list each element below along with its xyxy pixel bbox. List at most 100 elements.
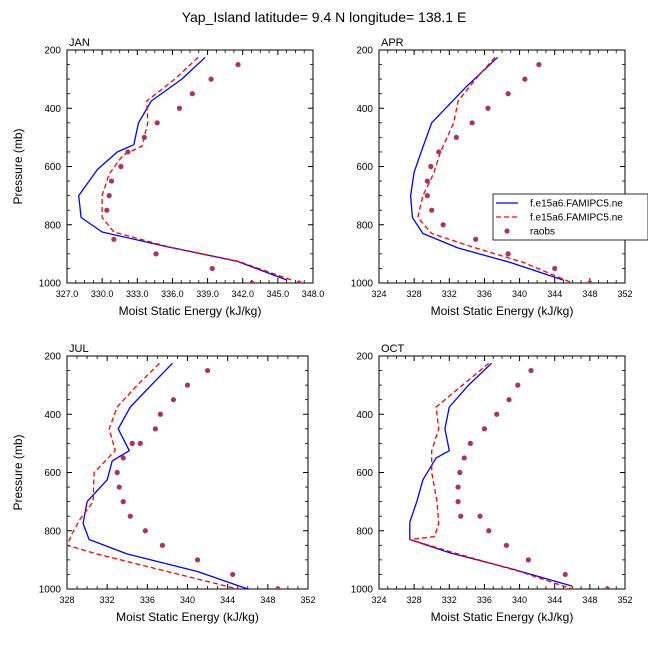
raobs-point — [587, 280, 593, 283]
x-axis-label: Moist Static Energy (kJ/kg) — [431, 610, 574, 624]
x-tick-label: 328 — [59, 595, 74, 605]
raobs-point — [505, 251, 511, 257]
raobs-point — [528, 367, 534, 374]
model-line-dashed — [409, 362, 573, 589]
y-tick-label: 600 — [356, 468, 373, 479]
raobs-point — [154, 120, 160, 126]
raobs-point — [455, 484, 461, 490]
raobs-point — [436, 149, 442, 155]
y-tick-label: 800 — [44, 220, 61, 231]
plot-frame — [66, 355, 309, 590]
y-tick-label: 200 — [356, 46, 373, 57]
panel-title: APR — [381, 37, 404, 49]
x-tick-label: 340 — [512, 595, 527, 605]
raobs-point — [152, 426, 158, 432]
raobs-point — [477, 513, 483, 519]
x-tick-label: 336 — [140, 595, 155, 605]
raobs-point — [106, 193, 112, 199]
x-tick-label: 340 — [180, 595, 195, 605]
raobs-point — [114, 469, 120, 476]
raobs-point — [455, 499, 461, 505]
raobs-point — [189, 91, 195, 97]
raobs-point — [552, 265, 558, 272]
model-line-solid — [409, 56, 564, 281]
raobs-point — [458, 513, 464, 519]
x-tick-label: 348 — [582, 595, 597, 605]
y-tick-label: 200 — [44, 46, 61, 57]
panel-title: OCT — [381, 343, 405, 355]
x-tick-label: 352 — [300, 595, 315, 605]
raobs-point — [208, 76, 214, 82]
raobs-point — [235, 61, 241, 68]
raobs-point — [440, 222, 446, 228]
x-tick-label: 327.0 — [56, 289, 79, 299]
panel-title: JUL — [69, 343, 89, 355]
x-tick-label: 332 — [442, 289, 457, 299]
panel-apr: APR 324 328 332 336 340 344 348 352 200 400 600 800 1… — [351, 37, 633, 318]
raobs-point — [494, 411, 500, 417]
y-tick-label: 600 — [44, 468, 61, 479]
model-line-dashed — [417, 56, 573, 283]
raobs-point — [104, 207, 110, 213]
x-tick-label: 342.0 — [231, 289, 254, 299]
raobs-point — [522, 76, 528, 82]
raobs-point — [481, 426, 488, 432]
x-axis-label: Moist Static Energy (kJ/kg) — [116, 610, 259, 624]
raobs-point — [515, 382, 521, 388]
raobs-point — [194, 557, 201, 563]
legend-marker-raobs — [504, 228, 510, 234]
x-tick-label: 336 — [477, 289, 492, 299]
x-tick-label: 352 — [617, 289, 632, 299]
y-axis-label: Pressure (mb) — [11, 434, 25, 510]
x-tick-label: 339.0 — [196, 289, 219, 299]
raobs-point — [473, 236, 479, 242]
legend-label: f.e15a6.FAMIPC5.ne — [530, 199, 623, 210]
x-axis-label: Moist Static Energy (kJ/kg) — [431, 304, 574, 318]
x-tick-label: 348.0 — [302, 289, 325, 299]
plot-area — [67, 362, 281, 589]
y-tick-label: 400 — [356, 104, 373, 115]
x-tick-label: 344 — [220, 595, 235, 605]
y-tick-label: 800 — [356, 220, 373, 231]
model-line-dashed — [101, 56, 293, 281]
raobs-point — [116, 484, 122, 490]
raobs-point — [153, 251, 159, 257]
y-tick-label: 800 — [44, 526, 61, 537]
model-line-solid — [409, 362, 573, 587]
raobs-point — [296, 280, 302, 283]
x-tick-label: 344 — [547, 289, 562, 299]
panel-title: JAN — [69, 37, 90, 49]
y-tick-label: 800 — [356, 526, 373, 537]
y-axis-label: Pressure (mb) — [11, 128, 25, 204]
y-tick-label: 400 — [356, 410, 373, 421]
y-tick-label: 200 — [356, 352, 373, 363]
raobs-point — [429, 207, 435, 213]
raobs-point — [428, 163, 434, 170]
raobs-point — [230, 571, 236, 578]
raobs-point — [120, 455, 126, 461]
x-tick-label: 330.0 — [91, 289, 114, 299]
panel-jan: JAN 327.0 330.0 333.0 336.0 339.0 342.0 345.0 34… — [11, 37, 324, 318]
raobs-point — [159, 542, 165, 548]
legend-label: raobs — [530, 227, 555, 238]
raobs-point — [467, 440, 473, 446]
y-tick-label: 1000 — [39, 279, 62, 290]
raobs-point — [108, 178, 115, 184]
x-tick-label: 324 — [371, 595, 386, 605]
x-tick-label: 336 — [477, 595, 492, 605]
legend: f.e15a6.FAMIPC5.ne f.e15a6.FAMIPC5.ne raob… — [492, 193, 648, 241]
raobs-point — [184, 382, 191, 388]
raobs-point — [137, 440, 143, 446]
raobs-point — [486, 528, 492, 534]
plot-area — [409, 362, 611, 589]
raobs-point — [457, 469, 463, 476]
model-line-dashed — [67, 362, 238, 589]
figure-title: Yap_Island latitude= 9.4 N longitude= 13… — [182, 9, 467, 25]
x-tick-label: 352 — [617, 595, 632, 605]
x-tick-label: 336.0 — [161, 289, 184, 299]
x-axis-label: Moist Static Energy (kJ/kg) — [119, 304, 262, 318]
raobs-point — [142, 528, 148, 534]
y-tick-label: 200 — [44, 352, 61, 363]
raobs-point — [485, 105, 491, 111]
y-tick-label: 400 — [44, 104, 61, 115]
